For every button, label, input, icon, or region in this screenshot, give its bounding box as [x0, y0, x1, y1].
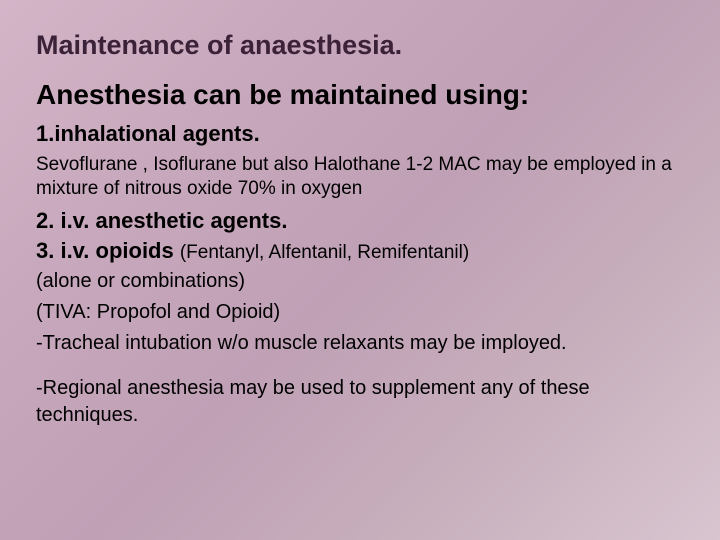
- slide-title: Maintenance of anaesthesia.: [36, 30, 684, 61]
- item-1-body: Sevoflurane , Isoflurane but also Haloth…: [36, 153, 684, 202]
- line-tracheal: -Tracheal intubation w/o muscle relaxant…: [36, 330, 684, 357]
- spacer: [36, 357, 684, 371]
- item-3-label: 3. i.v. opioids: [36, 238, 180, 263]
- item-3-line: 3. i.v. opioids (Fentanyl, Alfentanil, R…: [36, 238, 684, 264]
- item-2-label: 2. i.v. anesthetic agents.: [36, 208, 684, 234]
- item-3-paren: (Fentanyl, Alfentanil, Remifentanil): [180, 242, 469, 263]
- line-alone-or-combinations: (alone or combinations): [36, 268, 684, 295]
- line-regional: -Regional anesthesia may be used to supp…: [36, 375, 684, 429]
- line-tiva: (TIVA: Propofol and Opioid): [36, 299, 684, 326]
- slide-subtitle: Anesthesia can be maintained using:: [36, 79, 684, 111]
- item-1-label: 1.inhalational agents.: [36, 121, 684, 147]
